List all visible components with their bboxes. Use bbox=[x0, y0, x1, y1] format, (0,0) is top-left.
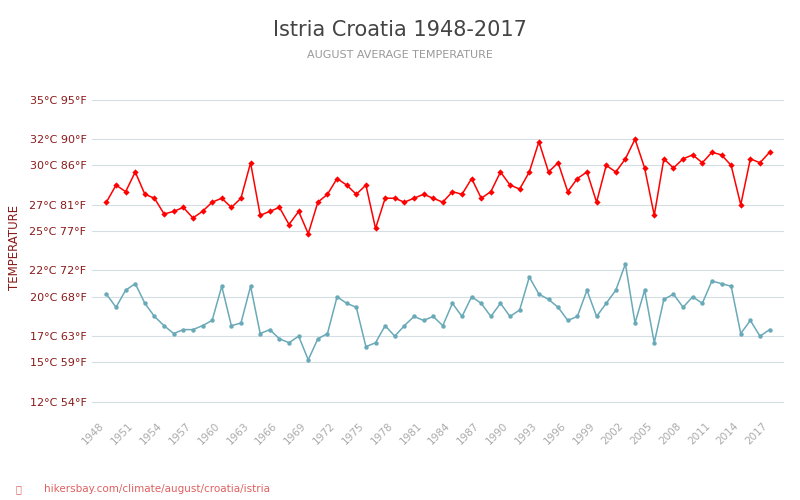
Text: 📍: 📍 bbox=[16, 484, 22, 494]
Text: Istria Croatia 1948-2017: Istria Croatia 1948-2017 bbox=[273, 20, 527, 40]
Text: AUGUST AVERAGE TEMPERATURE: AUGUST AVERAGE TEMPERATURE bbox=[307, 50, 493, 60]
Y-axis label: TEMPERATURE: TEMPERATURE bbox=[8, 205, 21, 290]
Text: hikersbay.com/climate/august/croatia/istria: hikersbay.com/climate/august/croatia/ist… bbox=[44, 484, 270, 494]
